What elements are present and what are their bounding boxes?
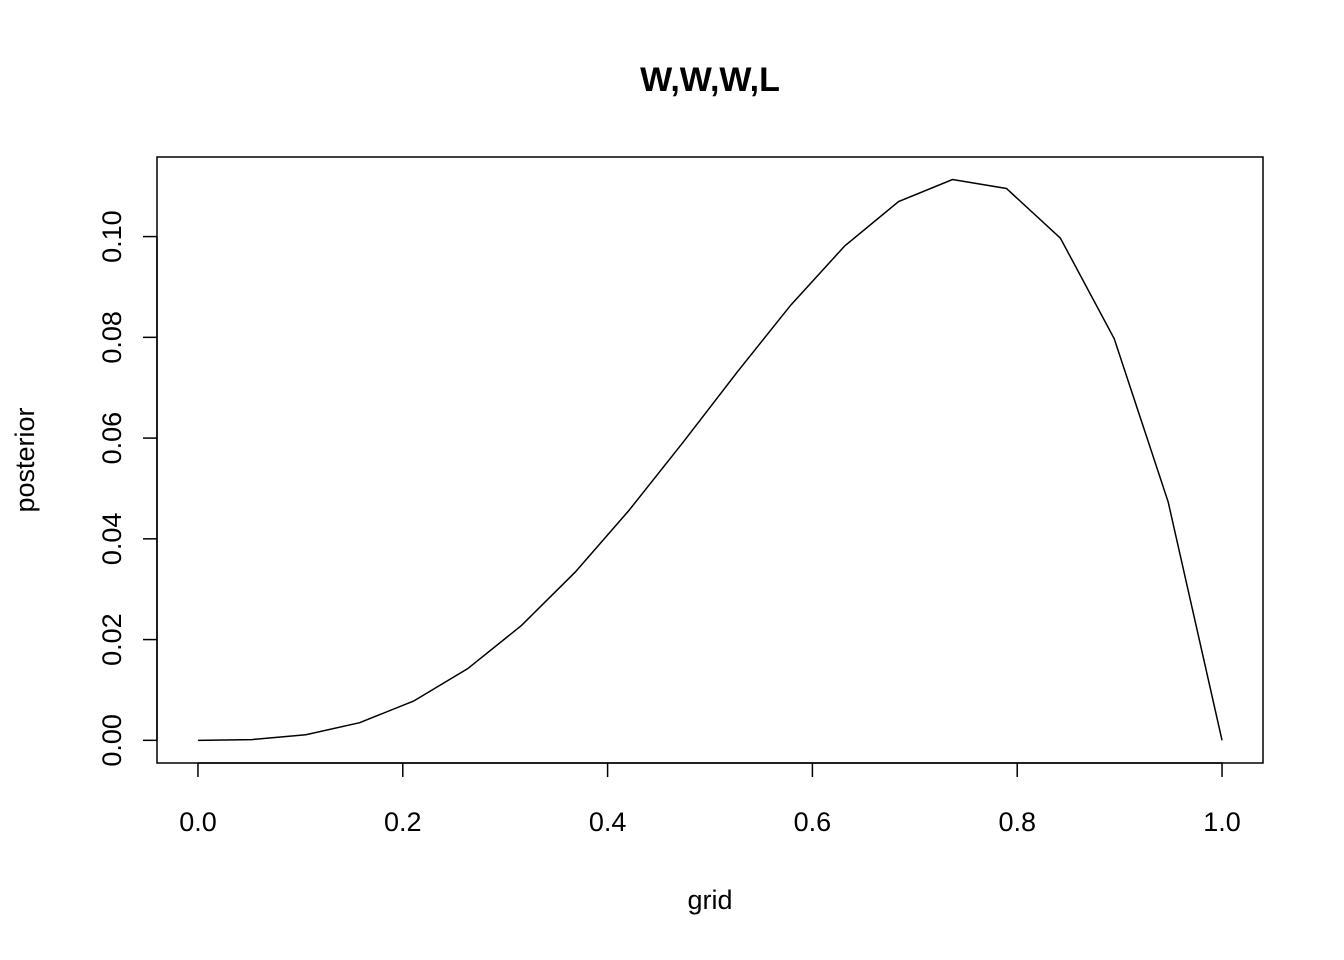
x-tick-label: 0.0	[179, 807, 217, 837]
y-tick-label: 0.06	[97, 412, 127, 465]
plot-frame	[156, 156, 1264, 764]
x-tick-label: 0.4	[589, 807, 627, 837]
data-line	[197, 178, 1223, 742]
x-tick-label: 1.0	[1203, 807, 1241, 837]
x-tick-label: 0.8	[998, 807, 1036, 837]
y-tick-label: 0.04	[97, 513, 127, 566]
x-axis-title: grid	[687, 885, 732, 915]
x-tick-label: 0.6	[794, 807, 832, 837]
y-tick-label: 0.10	[97, 210, 127, 263]
y-axis-title: posterior	[10, 407, 40, 512]
chart-title: W,W,W,L	[640, 61, 780, 99]
x-tick-label: 0.2	[384, 807, 422, 837]
y-tick-label: 0.02	[97, 613, 127, 666]
y-tick-label: 0.08	[97, 311, 127, 364]
y-tick-label: 0.00	[97, 714, 127, 767]
